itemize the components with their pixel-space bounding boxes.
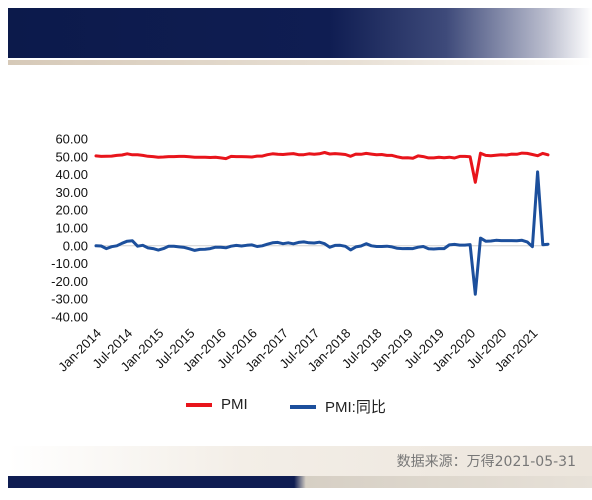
- data-source-label: 数据来源：万得2021-05-31: [396, 454, 576, 470]
- y-tick-label: -30.00: [51, 292, 88, 307]
- header-divider: [8, 60, 592, 65]
- legend-swatch-pmi-yoy: [290, 404, 316, 409]
- y-tick-label: -10.00: [51, 256, 88, 271]
- series-line-pmi-yoy: [94, 170, 550, 296]
- y-axis-labels: 60.00 50.00 40.00 30.00 20.00 10.00 0.00 -10.00…: [51, 132, 88, 325]
- chart-legend: PMI PMI:同比: [0, 396, 592, 420]
- y-tick-label: 50.00: [55, 149, 88, 164]
- legend-item-pmi: PMI: [186, 396, 248, 413]
- header-banner: [8, 8, 592, 58]
- y-tick-label: 60.00: [55, 132, 88, 147]
- footer-bar: [8, 476, 592, 488]
- y-tick-label: -40.00: [51, 310, 88, 325]
- footer-band: [8, 446, 592, 476]
- legend-swatch-pmi: [186, 402, 212, 407]
- line-chart: 60.00 50.00 40.00 30.00 20.00 10.00 0.00 -10.00…: [51, 132, 550, 375]
- y-tick-label: 20.00: [55, 203, 88, 218]
- legend-label-pmi: PMI: [221, 396, 248, 413]
- chart-series: [94, 151, 550, 296]
- x-axis-labels: Jan-2014Jul-2014Jan-2015Jul-2015Jan-2016…: [55, 326, 540, 375]
- y-tick-label: 40.00: [55, 167, 88, 182]
- y-tick-label: -20.00: [51, 274, 88, 289]
- series-line-pmi: [94, 151, 550, 184]
- legend-item-pmi-yoy: PMI:同比: [290, 396, 386, 417]
- y-tick-label: 0.00: [63, 238, 88, 253]
- legend-label-pmi-yoy: PMI:同比: [325, 399, 386, 416]
- y-tick-label: 10.00: [55, 221, 88, 236]
- y-tick-label: 30.00: [55, 185, 88, 200]
